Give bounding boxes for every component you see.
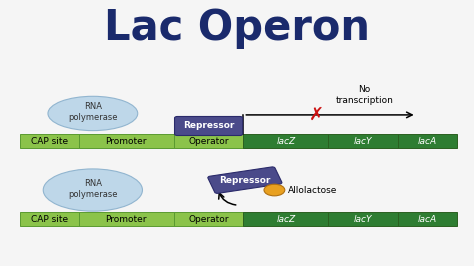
Circle shape bbox=[264, 184, 285, 196]
FancyBboxPatch shape bbox=[19, 134, 79, 148]
Text: lacY: lacY bbox=[354, 137, 372, 146]
Text: Repressor: Repressor bbox=[219, 176, 271, 185]
Text: Lac Operon: Lac Operon bbox=[104, 7, 370, 49]
FancyBboxPatch shape bbox=[328, 212, 398, 226]
FancyBboxPatch shape bbox=[79, 134, 174, 148]
FancyBboxPatch shape bbox=[174, 117, 243, 135]
FancyBboxPatch shape bbox=[328, 134, 398, 148]
Text: Allolactose: Allolactose bbox=[288, 186, 337, 194]
Text: lacZ: lacZ bbox=[276, 137, 295, 146]
FancyBboxPatch shape bbox=[243, 134, 328, 148]
FancyBboxPatch shape bbox=[19, 212, 79, 226]
Text: RNA
polymerase: RNA polymerase bbox=[68, 179, 118, 199]
Ellipse shape bbox=[43, 169, 143, 211]
FancyBboxPatch shape bbox=[398, 212, 457, 226]
Text: CAP site: CAP site bbox=[31, 215, 68, 224]
FancyBboxPatch shape bbox=[174, 134, 243, 148]
Text: ✗: ✗ bbox=[309, 106, 324, 124]
Text: lacA: lacA bbox=[418, 137, 437, 146]
Text: Operator: Operator bbox=[188, 137, 229, 146]
Text: lacZ: lacZ bbox=[276, 215, 295, 224]
Text: Promoter: Promoter bbox=[106, 215, 147, 224]
Text: Repressor: Repressor bbox=[183, 122, 234, 131]
Text: Promoter: Promoter bbox=[106, 137, 147, 146]
Text: RNA
polymerase: RNA polymerase bbox=[68, 102, 118, 122]
Text: lacY: lacY bbox=[354, 215, 372, 224]
FancyBboxPatch shape bbox=[398, 134, 457, 148]
FancyBboxPatch shape bbox=[174, 212, 243, 226]
FancyBboxPatch shape bbox=[243, 212, 328, 226]
Text: CAP site: CAP site bbox=[31, 137, 68, 146]
Text: No
transcription: No transcription bbox=[336, 85, 393, 105]
FancyBboxPatch shape bbox=[208, 167, 282, 193]
Text: lacA: lacA bbox=[418, 215, 437, 224]
Ellipse shape bbox=[48, 96, 138, 131]
FancyBboxPatch shape bbox=[79, 212, 174, 226]
Text: Operator: Operator bbox=[188, 215, 229, 224]
